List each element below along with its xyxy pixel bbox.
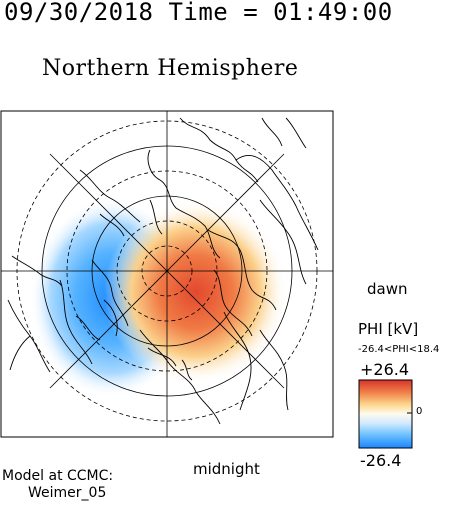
dawn-label: dawn: [367, 280, 408, 298]
colorbar-max-label: +26.4: [360, 360, 410, 379]
hemisphere-title: Northern Hemisphere: [42, 56, 299, 81]
positive-potential-cell: [104, 200, 288, 384]
model-credit-line1: Model at CCMC:: [2, 468, 114, 484]
colorbar-zero-label: 0: [416, 406, 423, 417]
model-credit-line2: Weimer_05: [28, 485, 107, 501]
colorbar-title: PHI [kV]: [358, 320, 419, 338]
midnight-label: midnight: [193, 460, 260, 478]
colorbar: [358, 379, 413, 449]
colorbar-range: -26.4<PHI<18.4: [358, 344, 440, 355]
date-time-title: 09/30/2018 Time = 01:49:00: [4, 0, 393, 26]
colorbar-min-label: -26.4: [360, 451, 402, 470]
grid: [1, 111, 333, 437]
coastlines: [7, 117, 319, 425]
